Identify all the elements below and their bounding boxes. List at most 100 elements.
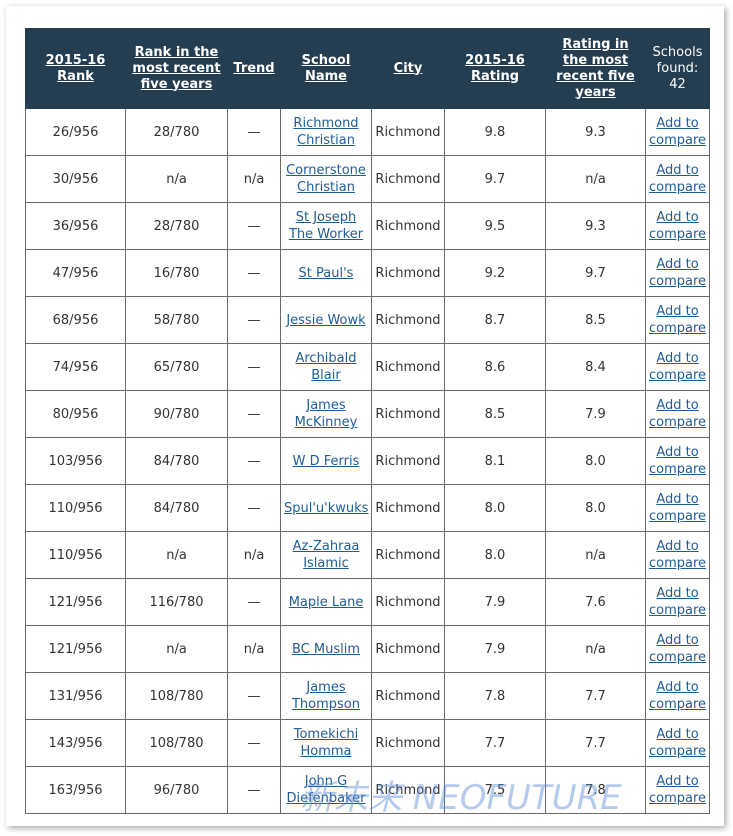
compare-link[interactable]: Add to compare [649, 727, 707, 759]
cell: — [227, 437, 281, 485]
cell: — [227, 390, 281, 438]
cell: n/a [227, 531, 281, 579]
cell: 108/780 [125, 719, 228, 767]
school-link[interactable]: John G Diefenbaker [286, 774, 366, 806]
school-link[interactable]: St Paul's [298, 265, 354, 281]
cell: 84/780 [125, 437, 228, 485]
cell: Add to compare [645, 390, 710, 438]
school-link[interactable]: W D Ferris [292, 453, 360, 469]
school-link[interactable]: Tomekichi Homma [293, 727, 359, 759]
compare-link[interactable]: Add to compare [649, 492, 707, 524]
cell: Add to compare [645, 578, 710, 626]
cell: 8.0 [444, 484, 546, 532]
cell: 9.3 [545, 108, 646, 156]
cell: Richmond Christian [280, 108, 372, 156]
cell: Add to compare [645, 484, 710, 532]
school-link[interactable]: James McKinney [294, 398, 358, 430]
cell: 28/780 [125, 202, 228, 250]
school-link[interactable]: BC Muslim [291, 641, 360, 657]
cell: Maple Lane [280, 578, 372, 626]
compare-link[interactable]: Add to compare [649, 163, 707, 195]
cell: 7.6 [545, 578, 646, 626]
compare-link[interactable]: Add to compare [649, 210, 707, 242]
cell: Add to compare [645, 249, 710, 297]
cell: — [227, 766, 281, 814]
result-count: Schools found: 42 [652, 44, 703, 92]
cell: 8.1 [444, 437, 546, 485]
sort-link[interactable]: 2015-16 Rating [465, 52, 525, 84]
cell: Richmond [371, 719, 445, 767]
school-link[interactable]: Archibald Blair [295, 351, 357, 383]
table-row: 80/956 90/780— James McKinney Richmond 8.5 7.… [25, 390, 710, 438]
cell: 9.8 [444, 108, 546, 156]
sort-link[interactable]: 2015-16 Rank [45, 52, 106, 84]
cell: 65/780 [125, 343, 228, 391]
cell: 7.8 [444, 672, 546, 720]
school-link[interactable]: Jessie Wowk [286, 312, 366, 328]
cell: 96/780 [125, 766, 228, 814]
cell: Richmond [371, 437, 445, 485]
cell: 9.5 [444, 202, 546, 250]
cell: Add to compare [645, 766, 710, 814]
sort-link[interactable]: Trend [233, 60, 275, 76]
cell: Archibald Blair [280, 343, 372, 391]
cell: Richmond [371, 296, 445, 344]
cell: 8.5 [545, 296, 646, 344]
sort-link[interactable]: Rating in the most recent five years [556, 36, 635, 100]
cell: 28/780 [125, 108, 228, 156]
table-row: 26/956 28/780— Richmond Christian Richmond 9… [25, 108, 710, 156]
cell: Richmond [371, 108, 445, 156]
table-row: 121/956 116/780— Maple Lane Richmond 7.9 7.6 A… [25, 578, 710, 626]
cell: 26/956 [25, 108, 126, 156]
cell: 7.5 [444, 766, 546, 814]
compare-link[interactable]: Add to compare [649, 633, 707, 665]
compare-link[interactable]: Add to compare [649, 116, 707, 148]
column-header: Schools found: 42 [645, 28, 710, 109]
compare-link[interactable]: Add to compare [649, 539, 707, 571]
compare-link[interactable]: Add to compare [649, 445, 707, 477]
compare-link[interactable]: Add to compare [649, 398, 707, 430]
sort-link[interactable]: City [393, 60, 423, 76]
school-link[interactable]: Richmond Christian [293, 116, 359, 148]
cell: 163/956 [25, 766, 126, 814]
cell: Richmond [371, 625, 445, 673]
cell: Add to compare [645, 625, 710, 673]
school-link[interactable]: St Joseph The Worker [288, 210, 364, 242]
cell: 7.9 [444, 578, 546, 626]
school-link[interactable]: Az-Zahraa Islamic [292, 539, 360, 571]
cell: Add to compare [645, 108, 710, 156]
cell: 103/956 [25, 437, 126, 485]
compare-link[interactable]: Add to compare [649, 680, 707, 712]
cell: n/a [227, 155, 281, 203]
cell: 36/956 [25, 202, 126, 250]
cell: 131/956 [25, 672, 126, 720]
cell: W D Ferris [280, 437, 372, 485]
column-header: School Name [280, 28, 372, 109]
compare-link[interactable]: Add to compare [649, 586, 707, 618]
school-link[interactable]: Spul'u'kwuks [284, 500, 369, 516]
cell: Jessie Wowk [280, 296, 372, 344]
cell: Add to compare [645, 343, 710, 391]
cell: 80/956 [25, 390, 126, 438]
school-link[interactable]: Maple Lane [288, 594, 364, 610]
compare-link[interactable]: Add to compare [649, 257, 707, 289]
cell: 7.7 [545, 672, 646, 720]
sort-link[interactable]: Rank in the most recent five years [132, 44, 221, 92]
cell: 9.7 [444, 155, 546, 203]
cell: 121/956 [25, 625, 126, 673]
school-link[interactable]: James Thompson [291, 680, 360, 712]
cell: 74/956 [25, 343, 126, 391]
compare-link[interactable]: Add to compare [649, 351, 707, 383]
compare-link[interactable]: Add to compare [649, 774, 707, 806]
cell: Richmond [371, 672, 445, 720]
sort-link[interactable]: School Name [301, 52, 351, 84]
cell: Richmond [371, 578, 445, 626]
cell: 8.4 [545, 343, 646, 391]
cell: Richmond [371, 484, 445, 532]
school-link[interactable]: Cornerstone Christian [286, 163, 366, 195]
cell: n/a [227, 625, 281, 673]
compare-link[interactable]: Add to compare [649, 304, 707, 336]
table-row: 110/956 84/780— Spul'u'kwuks Richmond 8.0 8.0… [25, 484, 710, 532]
cell: n/a [545, 155, 646, 203]
